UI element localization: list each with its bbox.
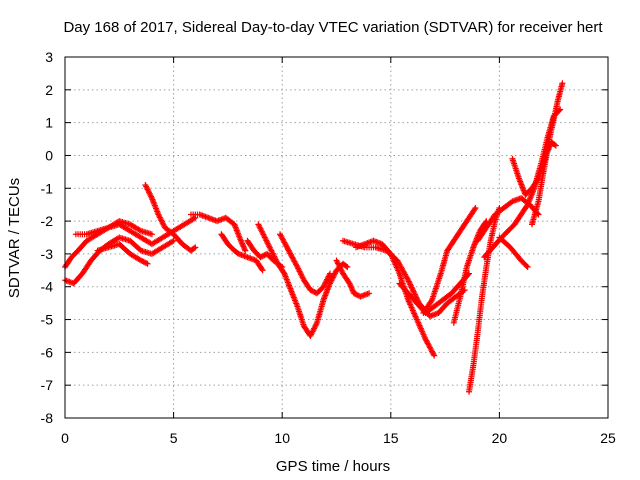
data-point-marker (260, 252, 267, 259)
data-point-marker (258, 266, 265, 273)
data-point-marker (141, 259, 148, 266)
data-point-marker (534, 176, 541, 183)
y-tick-label: -2 (41, 213, 54, 229)
y-tick-label: -1 (41, 180, 54, 196)
y-tick-label: 3 (45, 49, 53, 65)
data-series (62, 80, 566, 395)
data-point-marker (258, 253, 265, 260)
series-satellite-track-7 (218, 231, 266, 274)
data-point-marker (344, 264, 351, 271)
y-tick-label: -8 (41, 410, 54, 426)
data-point-marker (308, 287, 315, 294)
y-tick-label: -3 (41, 246, 54, 262)
data-point-marker (170, 237, 177, 244)
series-satellite-track-11 (333, 257, 373, 300)
series-satellite-track-15 (420, 204, 479, 316)
data-point-marker (431, 352, 438, 359)
chart-title: Day 168 of 2017, Sidereal Day-to-day VTE… (63, 19, 603, 36)
data-point-marker (169, 238, 176, 245)
x-tick-label: 25 (600, 430, 616, 446)
data-point-marker (148, 231, 155, 238)
y-tick-label: -4 (41, 279, 54, 295)
data-point-marker (523, 262, 530, 269)
data-point-marker (257, 254, 264, 261)
data-point-marker (343, 263, 350, 270)
y-axis-label: SDTVAR / TECUs (6, 178, 23, 298)
data-point-marker (552, 142, 559, 149)
x-axis-label: GPS time / hours (276, 458, 390, 475)
series-satellite-track-13 (353, 237, 438, 359)
data-point-marker (144, 260, 151, 267)
series-satellite-track-3 (72, 218, 155, 238)
data-point-marker (139, 258, 146, 265)
data-point-marker (136, 227, 143, 234)
data-point-marker (366, 290, 373, 297)
data-point-marker (140, 258, 147, 265)
series-satellite-track-20 (509, 80, 566, 198)
data-point-marker (191, 245, 198, 252)
y-tick-label: 2 (45, 82, 53, 98)
data-point-marker (259, 267, 266, 274)
data-point-marker (192, 244, 199, 251)
x-tick-label: 0 (61, 430, 69, 446)
series-satellite-track-22 (496, 234, 531, 271)
series-satellite-track-2 (62, 234, 177, 287)
y-tick-label: -5 (41, 312, 54, 328)
data-point-marker (354, 292, 361, 299)
data-point-marker (551, 141, 558, 148)
plot-frame (64, 56, 609, 419)
x-tick-label: 5 (170, 430, 178, 446)
data-point-marker (310, 288, 317, 295)
data-point-marker (471, 206, 478, 213)
series-satellite-track-21 (528, 139, 559, 228)
y-tick-label: 0 (45, 147, 53, 163)
data-point-marker (307, 287, 314, 294)
data-point-marker (430, 351, 437, 358)
y-tick-label: 1 (45, 115, 53, 131)
series-satellite-track-5 (142, 181, 199, 254)
x-tick-label: 20 (492, 430, 508, 446)
x-tick-label: 10 (274, 430, 290, 446)
data-point-marker (143, 260, 150, 267)
grid-lines (65, 57, 608, 418)
y-tick-label: -7 (41, 377, 54, 393)
series-satellite-track-17 (465, 204, 503, 395)
data-point-marker (326, 270, 333, 277)
data-point-marker (353, 291, 360, 298)
data-point-marker (350, 290, 357, 297)
y-tick-label: -6 (41, 344, 54, 360)
data-point-marker (524, 264, 531, 271)
x-tick-label: 15 (383, 430, 399, 446)
data-point-marker (138, 257, 145, 264)
series-satellite-track-6 (187, 211, 249, 254)
data-point-marker (190, 215, 197, 222)
data-point-marker (559, 80, 566, 87)
series-satellite-track-10 (277, 231, 333, 297)
data-point-marker (242, 247, 249, 254)
data-point-marker (352, 290, 359, 297)
data-point-marker (472, 204, 479, 211)
series-satellite-track-16 (450, 218, 490, 326)
series-satellite-track-4 (94, 241, 151, 267)
